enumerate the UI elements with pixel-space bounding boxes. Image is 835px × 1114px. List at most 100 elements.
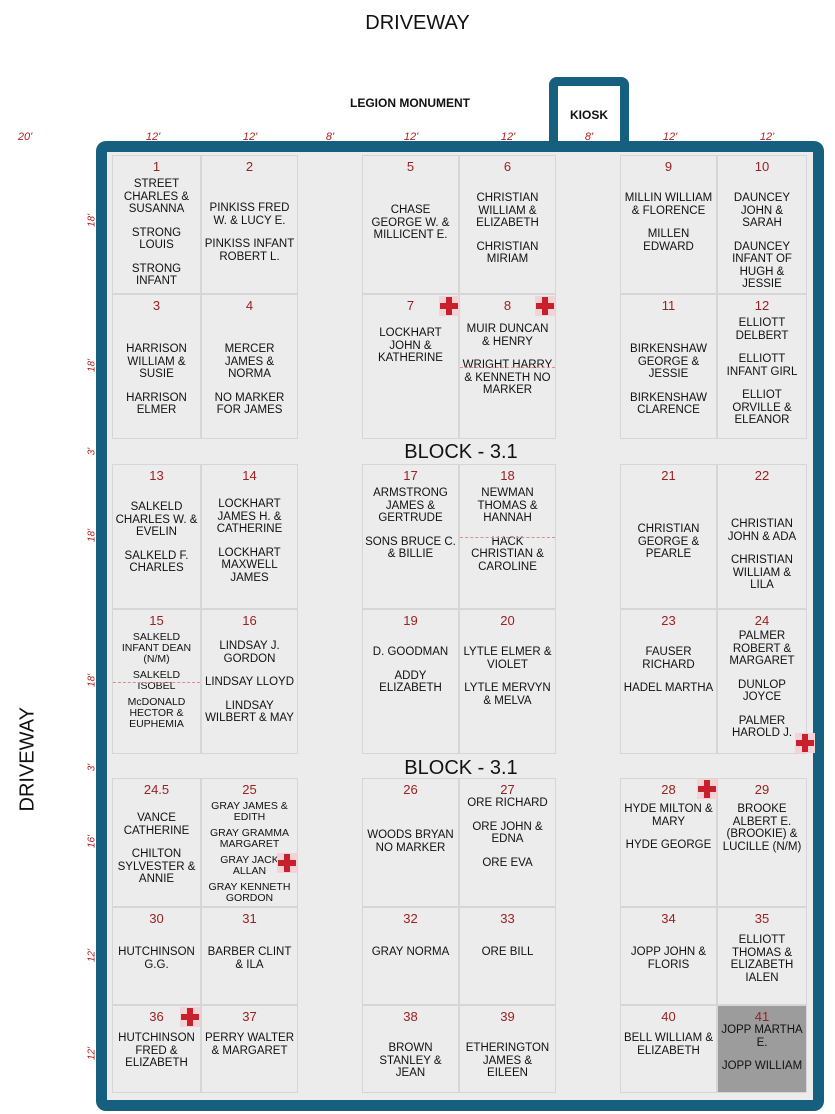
- dim-top: 12': [662, 131, 678, 143]
- grave-marker-icon: [439, 296, 459, 316]
- interment-name: CHASE GEORGE W. & MILLICENT E.: [371, 204, 450, 241]
- plot-11[interactable]: 11 BIRKENSHAW GEORGE & JESSIE BIRKENSHAW C…: [620, 294, 717, 439]
- plot-24.5[interactable]: 24.5 VANCE CATHERINE CHILTON SYLVESTER & A…: [112, 778, 201, 907]
- plot-10[interactable]: 10 DAUNCEY JOHN & SARAH DAUNCEY INFANT OF …: [717, 155, 807, 294]
- plot-number: 24.5: [143, 782, 170, 797]
- plot-number: 11: [661, 298, 676, 313]
- interment-name: HUTCHINSON FRED & ELIZABETH: [118, 1032, 195, 1069]
- plot-number: 1: [152, 159, 161, 174]
- interment-name: HACK CHRISTIAN & CAROLINE: [471, 535, 544, 573]
- dim-top: 12': [145, 131, 161, 143]
- plot-17[interactable]: 17 ARMSTRONG JAMES & GERTRUDE SONS BRUCE C…: [362, 464, 459, 609]
- plot-number: 32: [403, 911, 418, 926]
- interment-name: WRIGHT HARRY & KENNETH NO MARKER: [462, 359, 553, 396]
- interment-name: ORE JOHN & EDNA: [472, 820, 543, 846]
- plot-number: 21: [661, 468, 676, 483]
- plot-9[interactable]: 9 MILLIN WILLIAM & FLORENCE MILLEN EDWARD: [620, 155, 717, 294]
- interment-name: DAUNCEY JOHN & SARAH: [733, 192, 791, 229]
- plot-14[interactable]: 14 LOCKHART JAMES H. & CATHERINE LOCKHART …: [201, 464, 298, 609]
- dim-side: 3': [86, 763, 98, 772]
- block-label: BLOCK - 3.1: [404, 441, 518, 463]
- interment-name: BIRKENSHAW GEORGE & JESSIE: [630, 343, 707, 380]
- plot-23[interactable]: 23 FAUSER RICHARD HADEL MARTHA: [620, 609, 717, 754]
- plot-16[interactable]: 16 LINDSAY J. GORDON LINDSAY LLOYD LINDSAY …: [201, 609, 298, 754]
- interment-name: WOODS BRYAN NO MARKER: [367, 829, 454, 854]
- plot-number: 29: [754, 782, 770, 797]
- dim-side: 16': [86, 834, 98, 849]
- interment-name: CHRISTIAN MIRIAM: [476, 240, 539, 266]
- plot-24[interactable]: 24 PALMER ROBERT & MARGARET DUNLOP JOYCE PA…: [717, 609, 807, 754]
- plot-number: 27: [500, 782, 515, 797]
- plot-41[interactable]: 41 JOPP MARTHA E. JOPP WILLIAM: [717, 1005, 807, 1093]
- plot-divider: [460, 537, 555, 538]
- plot-3[interactable]: 3 HARRISON WILLIAM & SUSIE HARRISON ELMER: [112, 294, 201, 439]
- block-label: BLOCK - 3.1: [404, 757, 518, 779]
- dim-side: 12': [86, 948, 98, 963]
- interment-name: JOPP WILLIAM: [721, 1060, 803, 1072]
- plot-6[interactable]: 6 CHRISTIAN WILLIAM & ELIZABETH CHRISTIAN …: [459, 155, 556, 294]
- plot-number: 20: [500, 613, 515, 628]
- interment-name: DUNLOP JOYCE: [738, 678, 786, 704]
- plot-19[interactable]: 19 D. GOODMAN ADDY ELIZABETH: [362, 609, 459, 754]
- plot-number: 3: [152, 298, 161, 313]
- plot-25[interactable]: 25 GRAY JAMES & EDITH GRAY GRAMMA MARGARET…: [201, 778, 298, 907]
- interment-name: BIRKENSHAW CLARENCE: [630, 391, 707, 417]
- plot-38[interactable]: 38 BROWN STANLEY & JEAN: [362, 1005, 459, 1093]
- interment-name: D. GOODMAN: [372, 646, 449, 658]
- interment-name: ARMSTRONG JAMES & GERTRUDE: [373, 487, 448, 524]
- plot-29[interactable]: 29 BROOKE ALBERT E. (BROOKIE) & LUCILLE (…: [717, 778, 807, 907]
- plot-number: 39: [500, 1009, 515, 1024]
- plot-22[interactable]: 22 CHRISTIAN JOHN & ADA CHRISTIAN WILLIAM …: [717, 464, 807, 609]
- interment-name: ADDY ELIZABETH: [379, 669, 442, 695]
- plot-26[interactable]: 26 WOODS BRYAN NO MARKER: [362, 778, 459, 907]
- interment-name: CHRISTIAN WILLIAM & ELIZABETH: [476, 192, 539, 229]
- plot-number: 4: [245, 298, 254, 313]
- plot-39[interactable]: 39 ETHERINGTON JAMES & EILEEN: [459, 1005, 556, 1093]
- plot-number: 37: [242, 1009, 257, 1024]
- plot-5[interactable]: 5 CHASE GEORGE W. & MILLICENT E.: [362, 155, 459, 294]
- interment-name: HARRISON WILLIAM & SUSIE: [126, 343, 187, 380]
- plot-30[interactable]: 30 HUTCHINSON G.G.: [112, 907, 201, 1005]
- interment-name: VANCE CATHERINE: [123, 812, 190, 837]
- plot-32[interactable]: 32 GRAY NORMA: [362, 907, 459, 1005]
- plot-15[interactable]: 15 SALKELD INFANT DEAN (N/M) SALKELD ISOBE…: [112, 609, 201, 754]
- plot-number: 18: [500, 468, 515, 483]
- plot-21[interactable]: 21 CHRISTIAN GEORGE & PEARLE: [620, 464, 717, 609]
- plot-34[interactable]: 34 JOPP JOHN & FLORIS: [620, 907, 717, 1005]
- interment-name: GRAY JAMES & EDITH: [211, 800, 288, 823]
- interment-name: NEWMAN THOMAS & HANNAH: [477, 487, 538, 524]
- plot-18[interactable]: 18 NEWMAN THOMAS & HANNAH HACK CHRISTIAN &…: [459, 464, 556, 609]
- plot-37[interactable]: 37 PERRY WALTER & MARGARET: [201, 1005, 298, 1093]
- plot-28[interactable]: 28 HYDE MILTON & MARY HYDE GEORGE: [620, 778, 717, 907]
- interment-name: NO MARKER FOR JAMES: [214, 391, 285, 417]
- plot-40[interactable]: 40 BELL WILLIAM & ELIZABETH: [620, 1005, 717, 1093]
- interment-name: HARRISON ELMER: [126, 391, 187, 417]
- plot-33[interactable]: 33 ORE BILL: [459, 907, 556, 1005]
- plot-2[interactable]: 2 PINKISS FRED W. & LUCY E. PINKISS INFANT…: [201, 155, 298, 294]
- plot-31[interactable]: 31 BARBER CLINT & ILA: [201, 907, 298, 1005]
- plot-12[interactable]: 12 ELLIOTT DELBERT ELLIOTT INFANT GIRL ELLI…: [717, 294, 807, 439]
- interment-name: GRAY GRAMMA MARGARET: [210, 827, 289, 850]
- plot-35[interactable]: 35 ELLIOTT THOMAS & ELIZABETH IALEN: [717, 907, 807, 1005]
- plot-number: 28: [661, 782, 676, 797]
- interment-name: SALKELD INFANT DEAN (N/M): [121, 631, 192, 665]
- plot-1[interactable]: 1 STREET CHARLES & SUSANNA STRONG LOUIS STR…: [112, 155, 201, 294]
- plot-20[interactable]: 20 LYTLE ELMER & VIOLET LYTLE MERVYN & MEL…: [459, 609, 556, 754]
- interment-name: LINDSAY J. GORDON: [219, 640, 280, 665]
- plot-4[interactable]: 4 MERCER JAMES & NORMA NO MARKER FOR JAMES: [201, 294, 298, 439]
- dim-top: 12': [242, 131, 258, 143]
- dim-side: 3': [86, 447, 98, 456]
- legion-monument-label: LEGION MONUMENT: [350, 96, 470, 110]
- plot-number: 26: [403, 782, 418, 797]
- plot-8[interactable]: 8 MUIR DUNCAN & HENRY WRIGHT HARRY & KENNE…: [459, 294, 556, 439]
- interment-name: BROWN STANLEY & JEAN: [379, 1042, 442, 1079]
- plot-number: 23: [661, 613, 676, 628]
- interment-name: LINDSAY WILBERT & MAY: [205, 699, 294, 725]
- plot-27[interactable]: 27 ORE RICHARD ORE JOHN & EDNA ORE EVA: [459, 778, 556, 907]
- interment-name: CHRISTIAN GEORGE & PEARLE: [637, 523, 700, 560]
- plot-13[interactable]: 13 SALKELD CHARLES W. & EVELIN SALKELD F. …: [112, 464, 201, 609]
- plot-number: 40: [661, 1009, 676, 1024]
- grave-marker-icon: [535, 296, 555, 316]
- plot-7[interactable]: 7 LOCKHART JOHN & KATHERINE: [362, 294, 459, 439]
- interment-name: MILLEN EDWARD: [643, 228, 694, 253]
